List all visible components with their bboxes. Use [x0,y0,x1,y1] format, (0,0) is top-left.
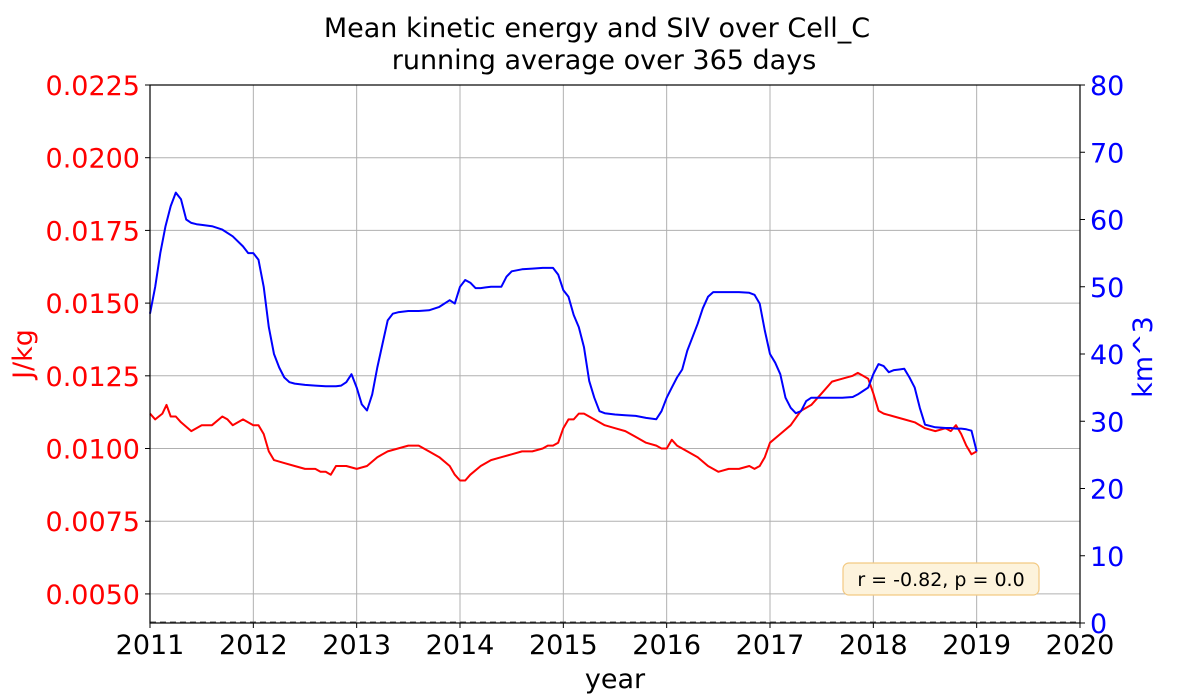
right-tick-label: 0 [1090,609,1107,640]
x-tick-label: 2020 [1046,630,1115,661]
correlation-annotation: r = -0.82, p = 0.0 [842,562,1040,596]
x-axis-label: year [585,664,646,695]
left-axis-label: J/kg [8,329,39,381]
x-tick-label: 2018 [839,630,908,661]
chart-subtitle: running average over 365 days [392,45,817,76]
right-tick-label: 10 [1090,542,1124,573]
left-tick-label: 0.0175 [46,216,140,247]
right-axis-label: km^3 [1128,316,1159,398]
siv-line [149,191,978,452]
right-tick-label: 50 [1090,273,1124,304]
right-tick-label: 20 [1090,475,1124,506]
right-tick-label: 80 [1090,71,1124,102]
annotation-box [842,562,1040,596]
right-tick-label: 70 [1090,138,1124,169]
x-tick-label: 2014 [426,630,495,661]
x-tick-label: 2012 [219,630,288,661]
left-tick-label: 0.0125 [46,362,140,393]
x-tick-label: 2011 [116,630,185,661]
left-tick-label: 0.0100 [46,435,140,466]
left-tick-label: 0.0050 [46,580,140,611]
left-tick-label: 0.0225 [46,71,140,102]
x-tick-label: 2016 [632,630,701,661]
kinetic-energy-line [149,371,978,482]
left-tick-label: 0.0150 [46,289,140,320]
right-tick-label: 60 [1090,206,1124,237]
left-axis-ticks: 0.0050 0.0075 0.0100 0.0125 0.0150 0.0175 0.02… [46,71,150,611]
left-tick-label: 0.0200 [46,144,140,175]
series-layer [149,191,978,482]
right-tick-label: 40 [1090,340,1124,371]
x-tick-label: 2019 [942,630,1011,661]
right-axis-ticks: 0 10 20 30 40 50 60 70 80 [1080,71,1124,640]
left-tick-label: 0.0075 [46,507,140,538]
x-tick-label: 2017 [736,630,805,661]
chart-title: Mean kinetic energy and SIV over Cell_C [324,13,870,44]
x-tick-label: 2013 [322,630,391,661]
x-tick-label: 2015 [529,630,598,661]
right-tick-label: 30 [1090,407,1124,438]
x-axis-ticks: 2011 2012 2013 2014 2015 2016 2017 2018 2019 2020 [116,623,1115,661]
annotation-text: r = -0.82, p = 0.0 [857,569,1024,591]
